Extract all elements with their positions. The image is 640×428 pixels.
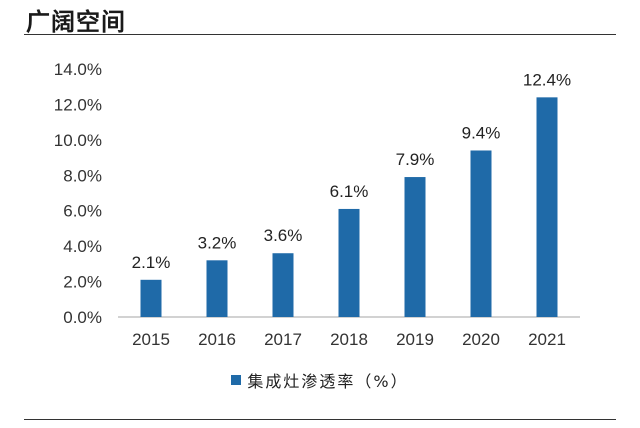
x-tick-label-2017: 2017 (264, 330, 302, 349)
legend-swatch (231, 375, 242, 385)
y-tick-label: 2.0% (63, 273, 102, 292)
y-tick-label: 0.0% (63, 308, 102, 327)
x-tick-label-2016: 2016 (198, 330, 236, 349)
bar-2021 (536, 97, 558, 317)
bar-2015 (140, 279, 162, 317)
bar-2016 (206, 260, 228, 317)
legend-label: 集成灶渗透率（%） (247, 372, 409, 391)
data-label-2019: 7.9% (396, 150, 435, 169)
chart-legend: 集成灶渗透率（%） (0, 368, 640, 392)
bottom-divider (24, 419, 616, 420)
bar-2020 (470, 150, 492, 317)
y-tick-label: 4.0% (63, 237, 102, 256)
data-label-2018: 6.1% (330, 182, 369, 201)
y-tick-label: 8.0% (63, 166, 102, 185)
y-tick-label: 14.0% (54, 60, 102, 79)
data-label-2020: 9.4% (462, 123, 501, 142)
x-tick-label-2019: 2019 (396, 330, 434, 349)
x-tick-label-2021: 2021 (528, 330, 566, 349)
y-tick-label: 6.0% (63, 202, 102, 221)
bar-2018 (338, 208, 360, 317)
x-tick-label-2020: 2020 (462, 330, 500, 349)
data-label-2015: 2.1% (132, 253, 171, 272)
data-label-2017: 3.6% (264, 226, 303, 245)
bar-2017 (272, 253, 294, 317)
y-tick-label: 12.0% (54, 95, 102, 114)
x-tick-label-2015: 2015 (132, 330, 170, 349)
bar-2019 (404, 177, 426, 317)
x-tick-label-2018: 2018 (330, 330, 368, 349)
page-title: 广阔空间 (26, 7, 126, 36)
top-divider (24, 34, 616, 35)
data-label-2021: 12.4% (523, 70, 571, 89)
y-tick-label: 10.0% (54, 131, 102, 150)
data-label-2016: 3.2% (198, 233, 237, 252)
